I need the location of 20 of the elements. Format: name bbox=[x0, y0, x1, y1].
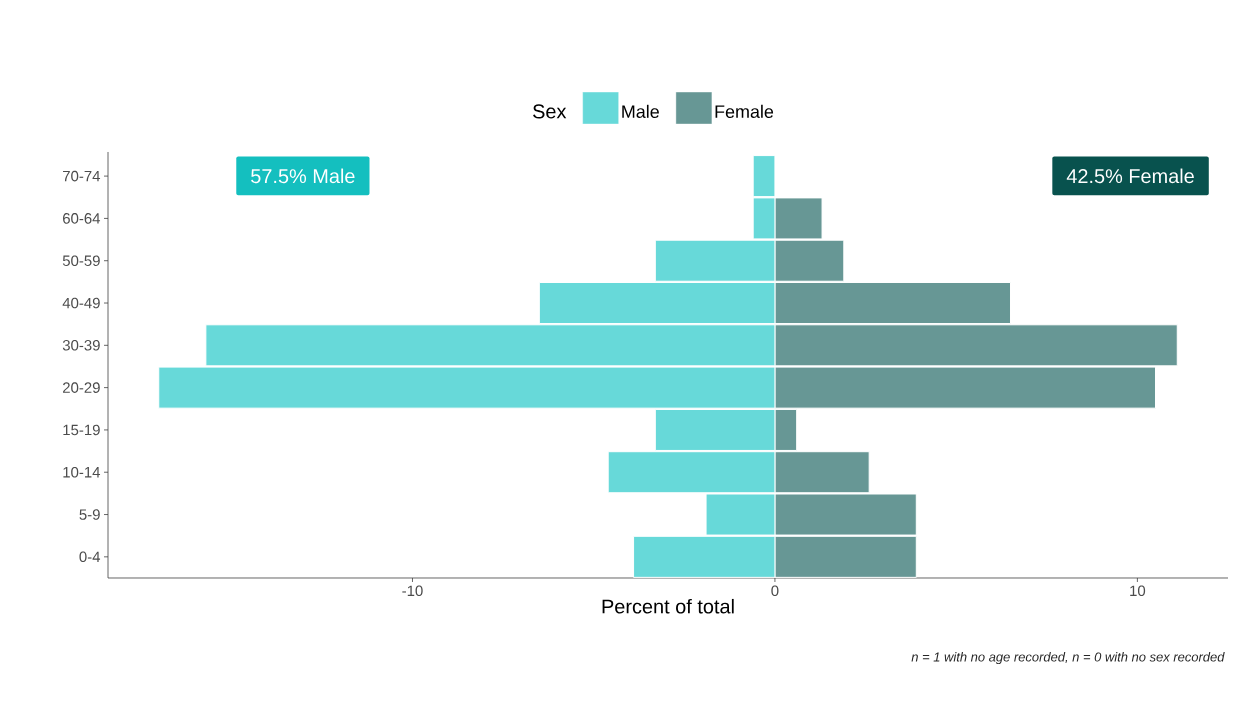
y-tick-label: 20-29 bbox=[63, 382, 100, 393]
legend-label: Female bbox=[715, 104, 774, 118]
y-tick-label: 40-49 bbox=[62, 297, 100, 309]
annotation: 57.5% Male bbox=[251, 168, 355, 184]
y-tick-label: 30-39 bbox=[62, 340, 100, 351]
y-tick-label: 50-59 bbox=[62, 255, 100, 266]
x-tick-label: 0 bbox=[771, 585, 779, 597]
y-tick-label: 15-19 bbox=[63, 424, 100, 436]
y-tick-label: 70-74 bbox=[63, 170, 101, 182]
y-tick-label: 0-4 bbox=[79, 551, 101, 563]
annotation: 42.5% Female bbox=[1066, 168, 1194, 184]
legend-label: Male bbox=[622, 104, 659, 118]
x-tick-label: -10 bbox=[402, 585, 423, 597]
legend-title: Sex bbox=[533, 104, 567, 119]
y-tick-label: 60-64 bbox=[63, 213, 101, 224]
y-tick-label: 5-9 bbox=[79, 509, 100, 520]
text: n = 1 with no age recorded, n = 0 with no sex recorded bbox=[911, 652, 1225, 665]
x-tick-label: 10 bbox=[1130, 585, 1146, 597]
y-tick-label: 10-14 bbox=[63, 466, 101, 478]
x-axis-title: Percent of total bbox=[602, 598, 734, 614]
